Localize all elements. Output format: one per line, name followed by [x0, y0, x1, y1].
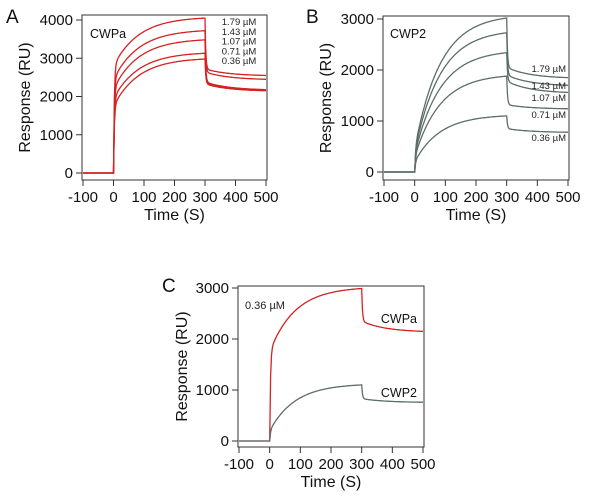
series-label: 1.43 µM: [222, 27, 257, 38]
x-tick-label: 200: [162, 189, 187, 206]
y-axis-title: Response (RU): [17, 42, 34, 152]
y-tick-label: 1000: [341, 113, 374, 130]
x-tick-label: 400: [380, 456, 405, 473]
x-tick-label: 100: [131, 189, 156, 206]
series-label: 0.36 µM: [531, 133, 566, 144]
panel-letter: C: [162, 276, 176, 297]
y-tick-label: 0: [65, 165, 73, 182]
series-line-0-36-m: [384, 115, 568, 173]
y-tick-label: 3000: [341, 11, 374, 28]
series-label: 1.07 µM: [531, 93, 566, 104]
series-line-cwpa: [239, 287, 424, 442]
x-tick-label: 100: [433, 189, 458, 206]
series-label: 0.71 µM: [531, 110, 566, 121]
series-line-0-36-m: [83, 58, 267, 174]
x-tick-label: 500: [253, 189, 278, 206]
series-label: CWP2: [381, 386, 417, 400]
series-line-1-43-m: [384, 32, 568, 173]
x-tick-label: 0: [265, 456, 273, 473]
x-axis-title: Time (S): [301, 474, 362, 491]
series-label: CWPa: [381, 312, 417, 326]
y-tick-label: 2000: [196, 331, 229, 348]
x-tick-label: 500: [410, 456, 435, 473]
x-tick-label: 0: [109, 189, 117, 206]
x-tick-label: 200: [318, 456, 343, 473]
series-label: 0.36 µM: [222, 56, 257, 67]
x-tick-label: 500: [555, 189, 580, 206]
plot-inner-title: 0.36 µM: [245, 300, 285, 312]
x-tick-label: 400: [223, 189, 248, 206]
x-tick-label: 300: [192, 189, 217, 206]
panel-a: A 0 1000 2000 3000 4000 -100 0 100 200 300 400 500 Ti…: [6, 7, 279, 224]
x-tick-label: -100: [369, 189, 399, 206]
x-tick-label: 400: [525, 189, 550, 206]
series-label: 1.43 µM: [531, 81, 566, 92]
x-tick-label: 300: [494, 189, 519, 206]
series-label: 1.79 µM: [531, 64, 566, 75]
panel-b: B 0 1000 2000 3000 -100 0 100 200 300 400 500 Time (…: [306, 7, 581, 224]
series-line-0-71-m: [83, 52, 266, 174]
y-tick-label: 2000: [40, 89, 73, 106]
series-line-1-79-m: [384, 17, 568, 173]
series-line-1-07-m: [83, 39, 266, 174]
y-tick-label: 3000: [196, 280, 229, 297]
series-line-1-43-m: [83, 29, 266, 174]
panel-c: C 0 1000 2000 3000 -100 0 100 200 300 400 500 Time (…: [162, 276, 436, 491]
panel-letter: A: [6, 7, 19, 28]
y-tick-label: 4000: [40, 12, 73, 29]
y-tick-label: 1000: [40, 127, 73, 144]
y-tick-label: 1000: [196, 382, 229, 399]
series-label: 1.79 µM: [222, 17, 257, 28]
x-axis-title: Time (S): [446, 207, 507, 224]
series-label: 0.71 µM: [222, 46, 257, 57]
y-tick-label: 0: [221, 433, 229, 450]
series-line-1-79-m: [83, 17, 267, 174]
x-tick-label: -100: [68, 189, 98, 206]
y-tick-label: 0: [366, 164, 374, 181]
plot-inner-title: CWP2: [390, 27, 426, 41]
series-line-0-71-m: [384, 75, 568, 173]
y-tick-label: 3000: [40, 50, 73, 67]
x-tick-label: 300: [349, 456, 374, 473]
x-tick-label: 200: [463, 189, 488, 206]
x-tick-label: -100: [224, 456, 254, 473]
series-line-cwp2: [239, 384, 423, 442]
y-axis-title: Response (RU): [174, 311, 191, 421]
series-label: 1.07 µM: [222, 37, 257, 48]
x-tick-label: 0: [410, 189, 418, 206]
panel-letter: B: [306, 7, 319, 28]
x-tick-label: 100: [288, 456, 313, 473]
plot-inner-title: CWPa: [90, 27, 126, 41]
y-tick-label: 2000: [341, 62, 374, 79]
y-axis-title: Response (RU): [318, 43, 335, 153]
x-axis-title: Time (S): [144, 207, 205, 224]
series-line-1-07-m: [384, 51, 568, 173]
